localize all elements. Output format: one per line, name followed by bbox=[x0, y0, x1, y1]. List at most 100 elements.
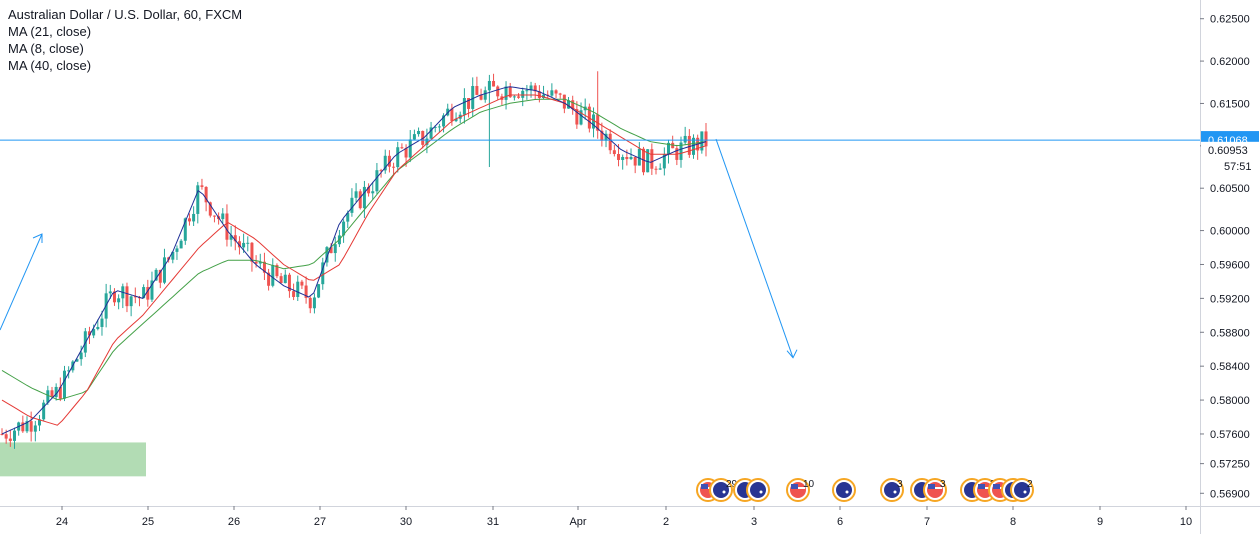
candle-body[interactable] bbox=[412, 134, 416, 140]
plot-area[interactable] bbox=[0, 71, 1200, 477]
candle-body[interactable] bbox=[21, 422, 25, 432]
candle-body[interactable] bbox=[654, 168, 658, 170]
candle-body[interactable] bbox=[487, 80, 491, 91]
candle-body[interactable] bbox=[533, 85, 537, 92]
candle-body[interactable] bbox=[492, 80, 496, 87]
candle-body[interactable] bbox=[442, 115, 446, 127]
candle-body[interactable] bbox=[575, 109, 579, 125]
ma21-line[interactable] bbox=[1, 94, 707, 426]
candle-body[interactable] bbox=[237, 241, 241, 248]
economic-event[interactable]: 2 bbox=[1010, 478, 1034, 502]
candle-body[interactable] bbox=[29, 421, 33, 432]
candle-body[interactable] bbox=[592, 114, 596, 129]
candle-body[interactable] bbox=[429, 127, 433, 139]
candle-body[interactable] bbox=[471, 86, 475, 109]
candle-body[interactable] bbox=[283, 274, 287, 284]
candle-body[interactable] bbox=[650, 149, 654, 169]
candle-body[interactable] bbox=[183, 218, 187, 241]
candle-body[interactable] bbox=[437, 126, 441, 128]
candle-body[interactable] bbox=[312, 297, 316, 309]
candle-body[interactable] bbox=[700, 131, 704, 151]
candle-body[interactable] bbox=[208, 202, 212, 216]
candle-body[interactable] bbox=[133, 296, 137, 298]
candle-body[interactable] bbox=[329, 247, 333, 254]
candle-body[interactable] bbox=[162, 257, 166, 283]
candle-body[interactable] bbox=[508, 86, 512, 98]
candle-body[interactable] bbox=[300, 281, 304, 286]
candle-body[interactable] bbox=[200, 185, 204, 187]
candle-body[interactable] bbox=[87, 331, 91, 336]
candle-body[interactable] bbox=[242, 242, 246, 248]
candle-body[interactable] bbox=[37, 419, 41, 426]
candle-body[interactable] bbox=[321, 262, 325, 285]
candle-body[interactable] bbox=[100, 318, 104, 327]
candle-body[interactable] bbox=[142, 287, 146, 299]
indicator-ma8[interactable]: MA (8, close) bbox=[8, 41, 84, 56]
candle-body[interactable] bbox=[600, 130, 604, 141]
candle-body[interactable] bbox=[704, 131, 708, 147]
candle-body[interactable] bbox=[79, 352, 83, 360]
candle-body[interactable] bbox=[658, 168, 662, 170]
economic-event[interactable]: 3 bbox=[880, 478, 904, 502]
candle-body[interactable] bbox=[371, 191, 375, 194]
up-arrow-drawing[interactable] bbox=[0, 233, 43, 331]
candle-body[interactable] bbox=[50, 390, 54, 398]
candle-body[interactable] bbox=[425, 138, 429, 145]
candle-body[interactable] bbox=[542, 94, 546, 99]
candle-body[interactable] bbox=[496, 86, 500, 97]
candle-body[interactable] bbox=[683, 135, 687, 143]
candle-body[interactable] bbox=[271, 265, 275, 286]
candle-body[interactable] bbox=[562, 94, 566, 109]
candle-body[interactable] bbox=[571, 100, 575, 110]
indicator-ma40[interactable]: MA (40, close) bbox=[8, 58, 92, 73]
candle-body[interactable] bbox=[325, 247, 329, 263]
candle-body[interactable] bbox=[108, 291, 112, 294]
candle-body[interactable] bbox=[608, 133, 612, 151]
ma8-line[interactable] bbox=[1, 86, 707, 435]
candle-body[interactable] bbox=[625, 157, 629, 160]
candle-body[interactable] bbox=[150, 280, 154, 300]
economic-event[interactable]: 3 bbox=[910, 478, 947, 502]
candle-body[interactable] bbox=[433, 126, 437, 128]
candle-body[interactable] bbox=[383, 155, 387, 171]
candle-body[interactable] bbox=[192, 213, 196, 222]
economic-events[interactable]: 291033282 bbox=[696, 478, 1034, 502]
candle-body[interactable] bbox=[308, 297, 312, 309]
candle-body[interactable] bbox=[212, 215, 216, 217]
projection-arrow[interactable] bbox=[715, 138, 798, 359]
candle-body[interactable] bbox=[225, 213, 229, 240]
candle-body[interactable] bbox=[354, 191, 358, 198]
candle-body[interactable] bbox=[350, 197, 354, 213]
candle-body[interactable] bbox=[617, 154, 621, 160]
candle-body[interactable] bbox=[175, 248, 179, 252]
candle-body[interactable] bbox=[158, 269, 162, 283]
candle-body[interactable] bbox=[467, 98, 471, 109]
candle-body[interactable] bbox=[187, 218, 191, 222]
candle-body[interactable] bbox=[667, 142, 671, 155]
candle-body[interactable] bbox=[112, 291, 116, 303]
candle-body[interactable] bbox=[612, 150, 616, 155]
ma40-line[interactable] bbox=[1, 98, 707, 401]
candle-body[interactable] bbox=[637, 148, 641, 166]
candle-body[interactable] bbox=[621, 157, 625, 160]
candle-body[interactable] bbox=[504, 86, 508, 100]
candle-body[interactable] bbox=[146, 287, 150, 300]
candle-body[interactable] bbox=[392, 166, 396, 168]
candle-body[interactable] bbox=[54, 386, 58, 398]
candle-body[interactable] bbox=[604, 133, 608, 141]
candle-body[interactable] bbox=[462, 98, 466, 115]
candle-body[interactable] bbox=[537, 91, 541, 99]
candle-body[interactable] bbox=[250, 242, 254, 262]
candle-body[interactable] bbox=[296, 281, 300, 297]
candle-body[interactable] bbox=[58, 386, 62, 399]
candle-body[interactable] bbox=[567, 100, 571, 109]
candle-body[interactable] bbox=[233, 235, 237, 242]
candle-body[interactable] bbox=[275, 265, 279, 277]
candle-body[interactable] bbox=[171, 251, 175, 260]
candle-body[interactable] bbox=[154, 269, 158, 281]
candle-body[interactable] bbox=[267, 272, 271, 286]
candle-body[interactable] bbox=[333, 244, 337, 254]
candle-body[interactable] bbox=[92, 329, 96, 336]
candle-body[interactable] bbox=[42, 402, 46, 420]
